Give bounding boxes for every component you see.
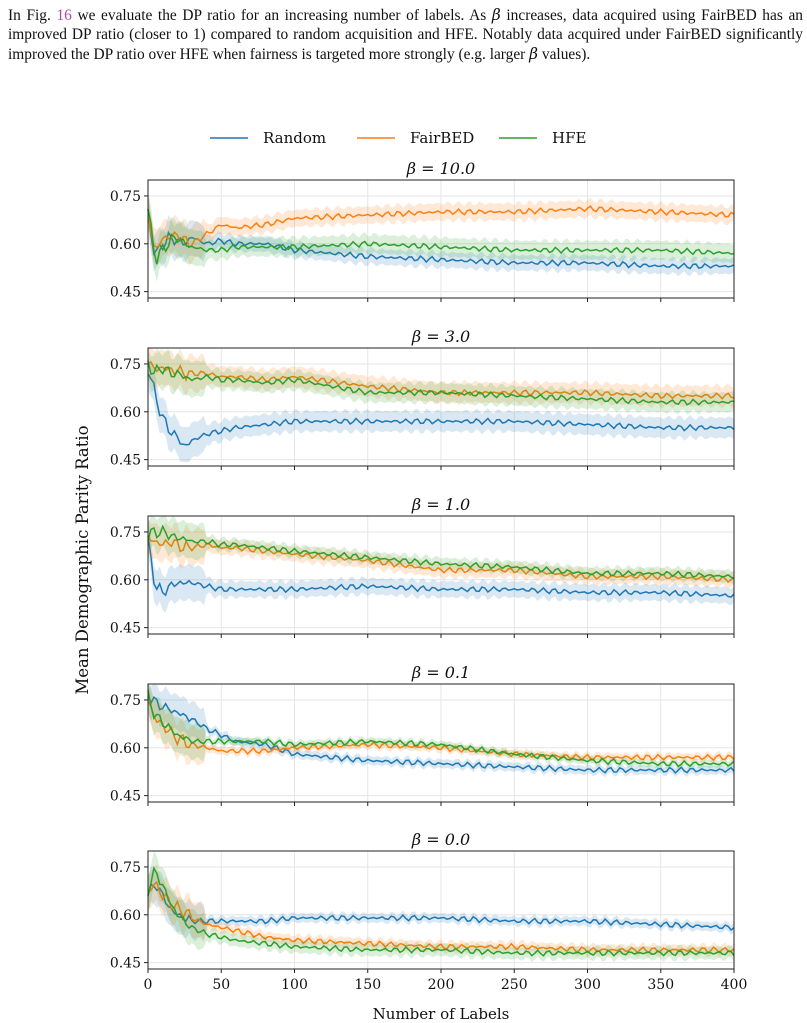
panel-title: β = 0.1 (411, 663, 470, 682)
y-tick-label: 0.45 (110, 789, 141, 805)
series-line-fairbed (147, 360, 735, 400)
figure-reference-link[interactable]: 16 (56, 7, 72, 24)
series-band-hfe (148, 348, 734, 415)
y-tick-label: 0.75 (110, 189, 141, 205)
series-line-hfe (147, 360, 735, 406)
series-band-fairbed (148, 348, 734, 409)
series-band-fairbed (148, 192, 734, 265)
y-tick-label: 0.60 (110, 237, 141, 253)
dp-ratio-figure: Random FairBED HFE Mean Demographic Parity … (73, 129, 748, 1023)
chart-panel-3: β = 1.0 0.45 0.60 0.75 (110, 495, 735, 638)
y-tick-label: 0.60 (110, 405, 141, 421)
y-tick-label: 0.45 (110, 453, 141, 469)
series-line-fairbed (147, 535, 735, 584)
y-tick-label: 0.45 (110, 621, 141, 637)
x-axis-label: Number of Labels (373, 1005, 510, 1023)
x-tick-label: 350 (647, 977, 674, 993)
y-tick-label: 0.75 (110, 525, 141, 541)
y-tick-label: 0.60 (110, 573, 141, 589)
y-tick-label: 0.60 (110, 908, 141, 924)
series-line-hfe (147, 689, 735, 768)
legend-item-random: Random (210, 129, 326, 147)
y-axis-label: Mean Demographic Parity Ratio (73, 425, 92, 694)
panel-title: β = 0.0 (411, 830, 470, 849)
series-line-hfe (147, 524, 735, 580)
body-paragraph: In Fig. 16 we evaluate the DP ratio for … (8, 6, 803, 63)
series-line-random (147, 883, 735, 932)
panel-title: β = 3.0 (411, 327, 470, 346)
y-tick-label: 0.75 (110, 693, 141, 709)
x-tick-label: 300 (574, 977, 601, 993)
chart-panel-1: β = 10.0 0.45 0.60 0.75 (110, 159, 735, 302)
series-line-hfe (147, 865, 735, 957)
series-band-fairbed (148, 864, 734, 958)
chart-panel-4: β = 0.1 0.45 0.60 0.75 (110, 663, 735, 806)
chart-panel-5: β = 0.0 0.45 0.60 0.75 0 50 100 150 200 250 300 350… (110, 830, 748, 993)
y-tick-label: 0.75 (110, 357, 141, 373)
panel-title: β = 10.0 (406, 159, 475, 178)
x-tick-label: 0 (144, 977, 153, 993)
y-tick-label: 0.60 (110, 741, 141, 757)
series-line-fairbed (147, 205, 735, 249)
y-tick-label: 0.75 (110, 860, 141, 876)
beta-symbol: β (491, 6, 501, 24)
legend-item-hfe: HFE (499, 129, 586, 147)
series-band-random (148, 191, 734, 277)
chart-panel-2: β = 3.0 0.45 0.60 0.75 (110, 327, 735, 470)
series-band-fairbed (148, 518, 734, 590)
panel-title: β = 1.0 (411, 495, 470, 514)
y-tick-label: 0.45 (110, 956, 141, 972)
series-band-hfe (148, 516, 734, 585)
series-line-random (147, 373, 735, 446)
series-line-random (147, 209, 735, 270)
x-tick-label: 150 (354, 977, 381, 993)
x-tick-label: 250 (501, 977, 528, 993)
y-tick-label: 0.45 (110, 285, 141, 301)
x-tick-label: 50 (212, 977, 230, 993)
x-tick-label: 100 (281, 977, 308, 993)
series-line-fairbed (147, 701, 735, 762)
legend-label-fairbed: FairBED (410, 129, 474, 147)
x-tick-label: 200 (428, 977, 455, 993)
beta-symbol: β (529, 44, 539, 63)
legend-label-random: Random (263, 129, 326, 147)
series-line-fairbed (147, 880, 735, 954)
series-band-hfe (148, 684, 734, 771)
x-tick-label: 400 (721, 977, 748, 993)
legend-label-hfe: HFE (552, 129, 586, 147)
legend-item-fairbed: FairBED (357, 129, 474, 147)
series-line-random (147, 535, 735, 598)
series-line-hfe (147, 208, 735, 265)
series-band-hfe (148, 851, 734, 962)
